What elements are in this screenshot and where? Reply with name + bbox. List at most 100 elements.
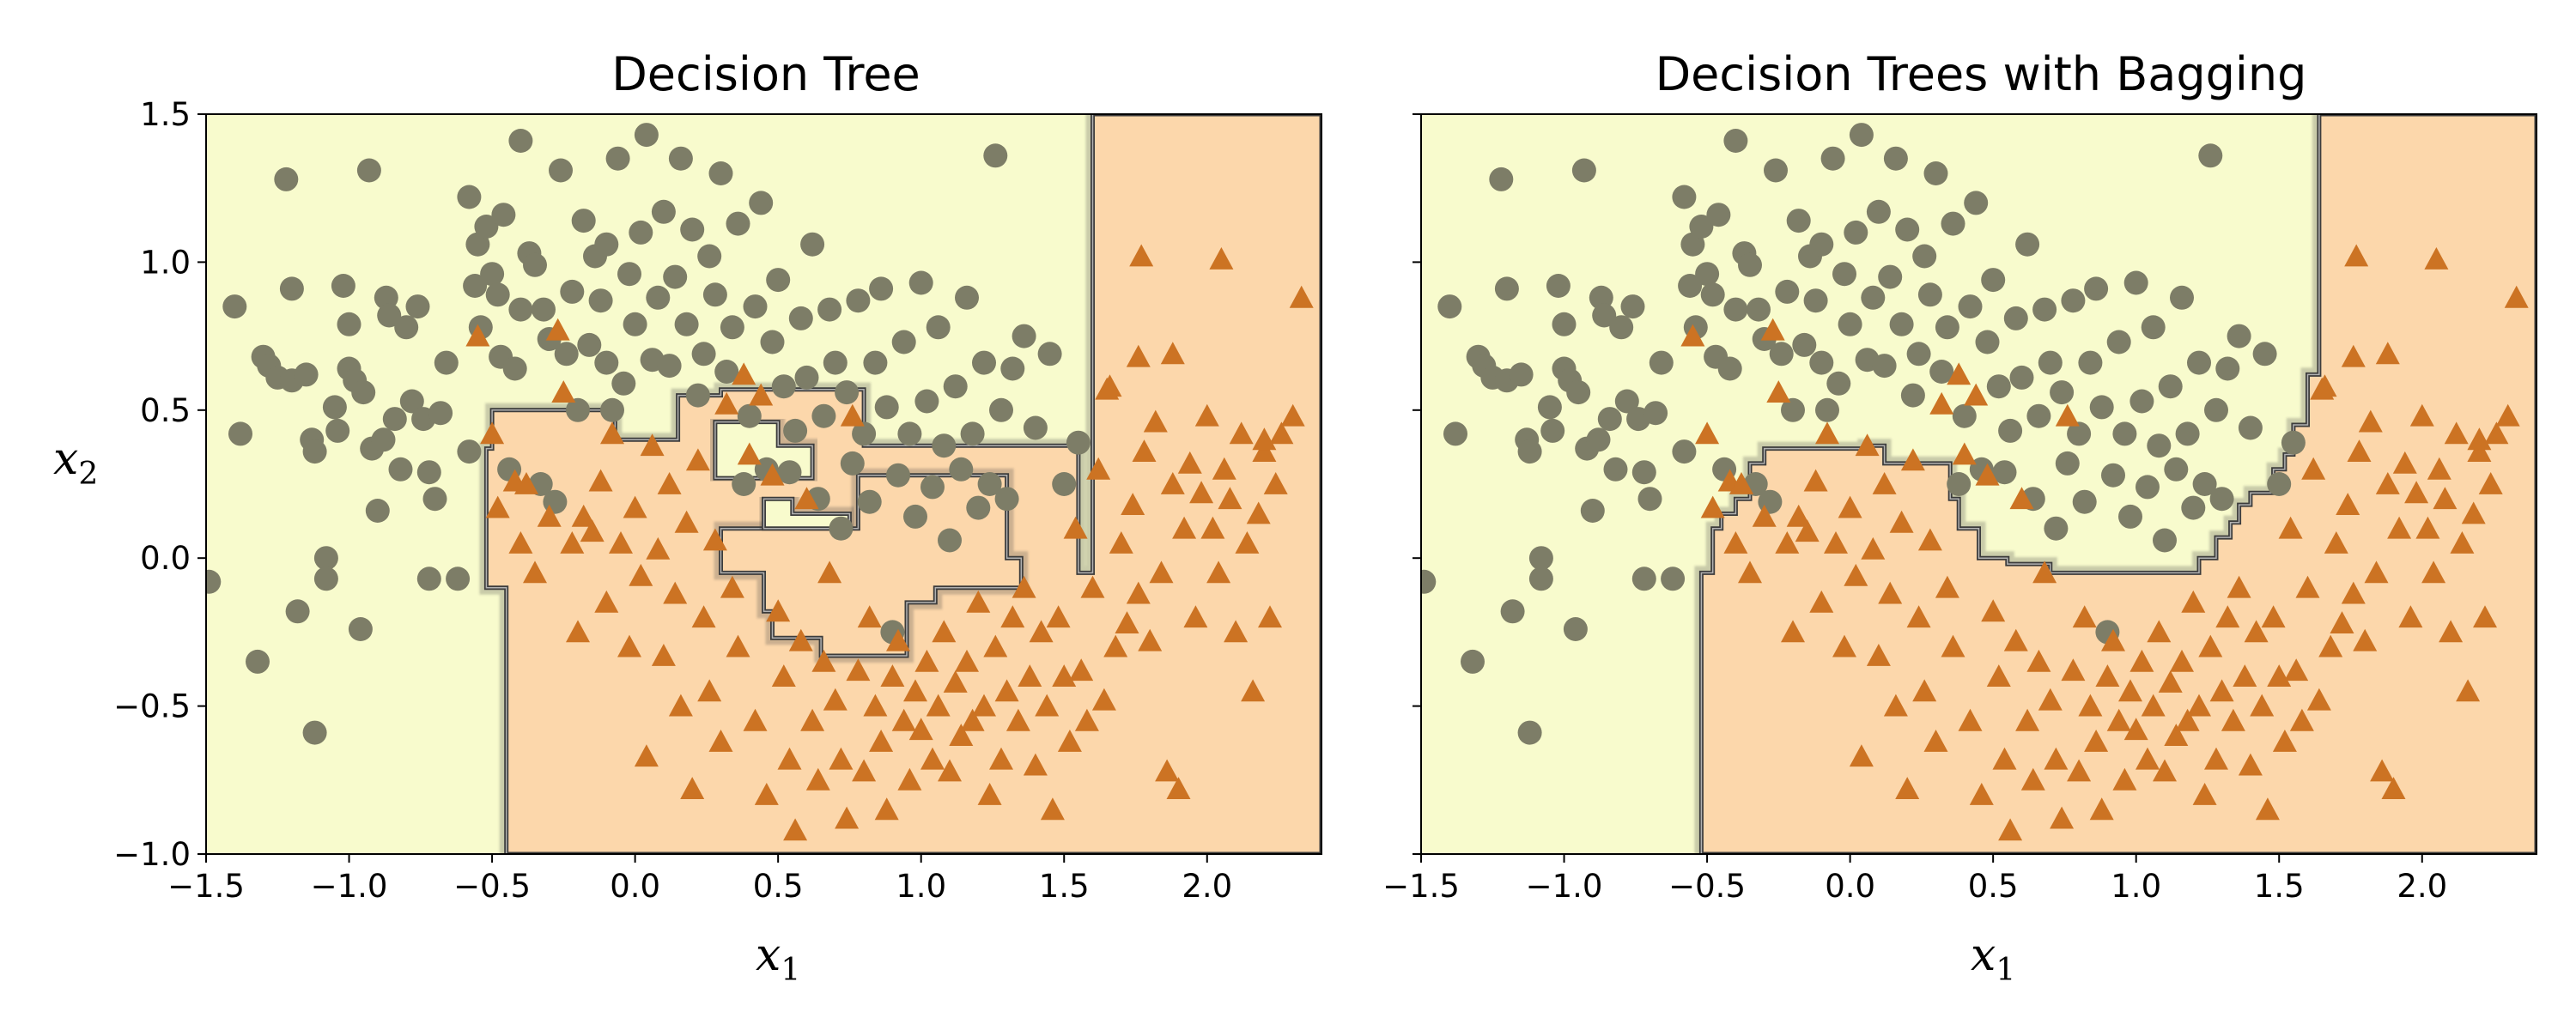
class0-point [1586,427,1611,452]
class0-point [1769,342,1794,367]
class0-point [835,380,860,405]
class1-point [1155,759,1180,782]
class0-point [1066,430,1091,455]
class1-point [966,590,991,613]
class0-point [377,303,402,328]
class0-point [2032,297,2057,322]
class0-point [399,389,424,414]
class1-point [2409,403,2434,427]
class1-point [2089,797,2114,821]
class1-point [1052,664,1077,687]
class1-point [1063,516,1088,539]
class1-point [891,708,916,731]
class1-point [880,664,905,687]
class0-point [737,403,762,428]
class0-point [646,285,671,310]
class1-point [1126,581,1151,604]
x-tick-label: 1.5 [1039,868,1090,905]
class1-point [1252,439,1277,462]
class0-point [2067,421,2092,446]
class1-point [2020,767,2045,791]
class0-point [1861,285,1886,310]
class1-point [2055,403,2080,427]
class0-point [2106,330,2131,354]
class0-point [428,401,453,426]
class1-point [1209,247,1234,270]
class1-point [2424,247,2449,270]
class0-point [977,472,1002,496]
class0-point [702,282,727,307]
class1-point [1809,590,1834,613]
class1-point [2026,649,2051,672]
class0-point [1661,566,1686,591]
class1-point [2129,649,2154,672]
class0-point [549,158,573,183]
class1-point [2461,501,2486,524]
class1-point [651,644,676,666]
class0-point [897,421,922,446]
class0-point [1947,472,1971,496]
y-tick-label: −1.0 [113,836,191,873]
class0-point [416,460,441,485]
class1-point [691,605,716,628]
class0-point [1866,199,1891,224]
class1-point [2227,575,2251,598]
class0-region-highlight [714,421,813,479]
class0-point [374,285,398,310]
class1-point [2061,658,2086,682]
class0-point [817,297,842,322]
class1-point [545,318,570,341]
class0-point [313,546,338,571]
class1-point [1224,620,1249,643]
class1-point [869,730,894,752]
class0-point [840,451,865,476]
class1-point [680,777,705,799]
class1-point [2072,605,2097,628]
class1-point [852,759,877,782]
class0-point [2215,356,2240,381]
class0-point [823,350,848,375]
class0-point [302,439,327,464]
class0-point [1494,276,1519,301]
x-tick-label: 0.5 [1968,868,2019,905]
class0-point [760,330,785,354]
class0-point [1820,146,1845,171]
class0-point [605,146,630,171]
class0-point [1571,158,1596,183]
class1-point [1269,421,1294,445]
class1-point [771,664,796,687]
class1-point [2038,688,2063,711]
class1-point [1138,628,1163,651]
class1-point [823,688,848,711]
class0-point [2141,315,2166,340]
class1-point [1775,531,1800,554]
class1-point [480,421,505,445]
class1-point [737,442,762,465]
class0-point [422,487,447,512]
class1-point [1194,403,1219,427]
class1-point [1091,688,1116,711]
class0-point [2015,232,2040,257]
class1-point [2344,244,2369,267]
class1-point [2353,628,2378,651]
plot-frame [205,113,1322,855]
class1-point [1992,747,2017,770]
class0-point [714,360,739,384]
class0-point [1764,158,1788,183]
plot-frame [1420,113,2537,855]
class0-point [2044,516,2069,541]
x-tick-label: −0.5 [1668,868,1746,905]
class1-point [1177,451,1202,474]
chart-title: Decision Trees with Bagging [1656,47,2307,101]
class0-point [1700,282,1725,307]
class0-point [2252,342,2277,367]
class1-point [1700,495,1725,518]
class0-point [1614,389,1639,414]
class1-point [702,528,727,551]
class1-point [1235,531,1260,554]
class1-point [1074,708,1099,731]
class1-point [2147,620,2172,643]
class1-point [800,708,825,731]
class1-point [1883,694,1908,717]
